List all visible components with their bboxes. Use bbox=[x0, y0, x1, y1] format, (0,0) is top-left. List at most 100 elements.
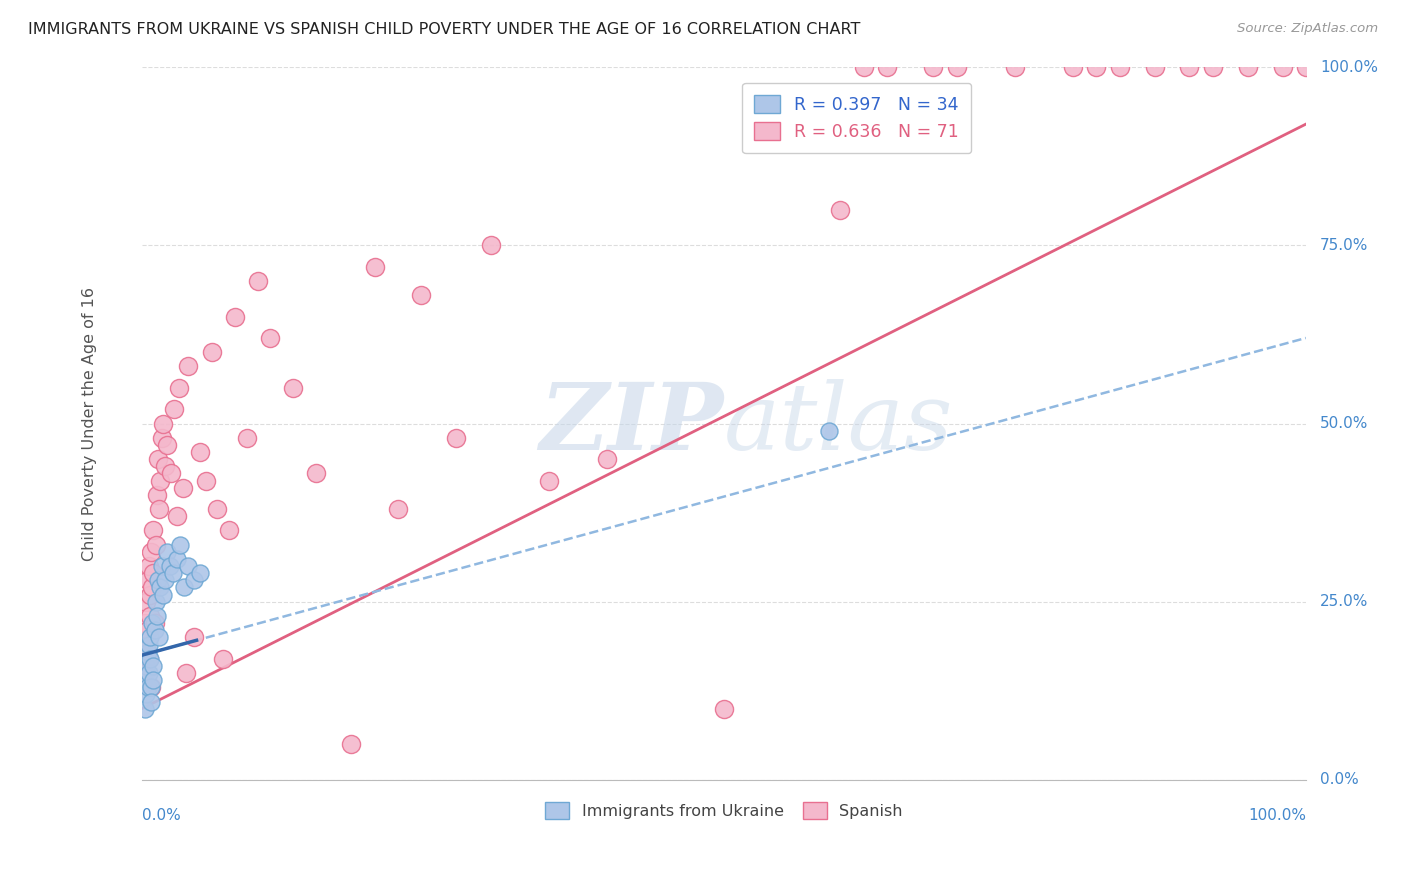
Point bbox=[1295, 60, 1317, 74]
Point bbox=[142, 566, 165, 581]
Point bbox=[142, 524, 165, 538]
Point bbox=[1271, 60, 1294, 74]
Text: 0.0%: 0.0% bbox=[142, 808, 180, 823]
Point bbox=[922, 60, 945, 74]
Point bbox=[148, 631, 170, 645]
Point bbox=[194, 474, 217, 488]
Point bbox=[259, 331, 281, 345]
Point bbox=[160, 467, 183, 481]
Text: 75.0%: 75.0% bbox=[1320, 238, 1368, 252]
Text: 0.0%: 0.0% bbox=[1320, 772, 1358, 788]
Text: atlas: atlas bbox=[724, 378, 953, 468]
Point bbox=[146, 609, 169, 624]
Point bbox=[177, 359, 200, 374]
Point bbox=[174, 666, 197, 681]
Point bbox=[444, 431, 467, 445]
Point bbox=[340, 737, 363, 751]
Point bbox=[134, 666, 156, 681]
Point bbox=[150, 431, 173, 445]
Point bbox=[143, 624, 166, 638]
Point bbox=[136, 574, 159, 588]
Point bbox=[139, 652, 162, 666]
Text: 25.0%: 25.0% bbox=[1320, 594, 1368, 609]
Point bbox=[139, 588, 162, 602]
Point bbox=[148, 502, 170, 516]
Text: Source: ZipAtlas.com: Source: ZipAtlas.com bbox=[1237, 22, 1378, 36]
Text: 100.0%: 100.0% bbox=[1320, 60, 1378, 75]
Point bbox=[166, 552, 188, 566]
Point bbox=[363, 260, 385, 274]
Point bbox=[235, 431, 257, 445]
Point bbox=[247, 274, 270, 288]
Point bbox=[149, 474, 172, 488]
Point bbox=[143, 616, 166, 631]
Point bbox=[172, 481, 194, 495]
Point bbox=[135, 595, 157, 609]
Point bbox=[141, 581, 163, 595]
Point bbox=[1202, 60, 1225, 74]
Point bbox=[156, 545, 179, 559]
Point bbox=[138, 559, 160, 574]
Point bbox=[141, 616, 163, 631]
Point bbox=[201, 345, 224, 359]
Point bbox=[817, 424, 839, 438]
Point bbox=[132, 631, 155, 645]
Text: 50.0%: 50.0% bbox=[1320, 416, 1368, 431]
Point bbox=[141, 680, 163, 694]
Point bbox=[134, 645, 156, 659]
Point bbox=[283, 381, 305, 395]
Point bbox=[387, 502, 409, 516]
Point bbox=[162, 566, 184, 581]
Point bbox=[145, 595, 167, 609]
Point bbox=[146, 574, 169, 588]
Point bbox=[149, 581, 172, 595]
Point bbox=[153, 574, 176, 588]
Point bbox=[135, 638, 157, 652]
Point bbox=[141, 545, 163, 559]
Point bbox=[1085, 60, 1108, 74]
Point bbox=[207, 502, 229, 516]
Point bbox=[156, 438, 179, 452]
Point bbox=[183, 574, 205, 588]
Point bbox=[152, 417, 174, 431]
Point bbox=[1062, 60, 1084, 74]
Text: 100.0%: 100.0% bbox=[1249, 808, 1306, 823]
Point bbox=[166, 509, 188, 524]
Point bbox=[538, 474, 561, 488]
Text: IMMIGRANTS FROM UKRAINE VS SPANISH CHILD POVERTY UNDER THE AGE OF 16 CORRELATION: IMMIGRANTS FROM UKRAINE VS SPANISH CHILD… bbox=[28, 22, 860, 37]
Point bbox=[150, 559, 173, 574]
Point bbox=[1004, 60, 1026, 74]
Point bbox=[411, 288, 433, 302]
Text: ZIP: ZIP bbox=[540, 378, 724, 468]
Point bbox=[136, 645, 159, 659]
Point bbox=[188, 445, 211, 459]
Point bbox=[141, 694, 163, 708]
Point bbox=[169, 538, 191, 552]
Point bbox=[876, 60, 898, 74]
Point bbox=[1143, 60, 1166, 74]
Point bbox=[135, 659, 157, 673]
Text: Child Poverty Under the Age of 16: Child Poverty Under the Age of 16 bbox=[82, 286, 97, 560]
Point bbox=[159, 559, 181, 574]
Point bbox=[134, 673, 156, 688]
Point bbox=[596, 452, 619, 467]
Point bbox=[138, 666, 160, 681]
Point bbox=[479, 238, 502, 252]
Point bbox=[163, 402, 186, 417]
Point bbox=[142, 673, 165, 688]
Point bbox=[146, 488, 169, 502]
Point bbox=[173, 581, 195, 595]
Point bbox=[141, 680, 163, 694]
Point bbox=[1236, 60, 1258, 74]
Point bbox=[305, 467, 328, 481]
Point bbox=[138, 652, 160, 666]
Point bbox=[1178, 60, 1201, 74]
Point bbox=[852, 60, 875, 74]
Point bbox=[136, 680, 159, 694]
Point bbox=[152, 588, 174, 602]
Legend: Immigrants from Ukraine, Spanish: Immigrants from Ukraine, Spanish bbox=[538, 796, 910, 825]
Point bbox=[134, 701, 156, 715]
Point bbox=[224, 310, 246, 324]
Point bbox=[1108, 60, 1130, 74]
Point bbox=[188, 566, 211, 581]
